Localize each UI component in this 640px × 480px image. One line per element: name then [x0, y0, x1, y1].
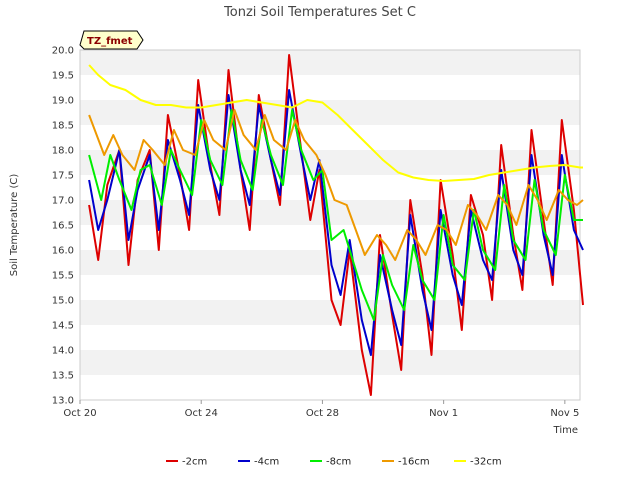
- y-tick-label: 14.0: [52, 346, 74, 357]
- x-tick-label: Oct 28: [306, 408, 339, 419]
- y-tick-label: 16.5: [52, 221, 74, 232]
- source-badge: TZ_fmet: [79, 30, 144, 50]
- series-line-minus-32cm: [88, 64, 583, 182]
- legend-label: -8cm: [326, 457, 351, 468]
- y-tick-label: 19.5: [52, 71, 74, 82]
- legend: -2cm -4cm -8cm -16cm -32cm: [166, 457, 502, 468]
- x-tick-label: Nov 5: [550, 408, 579, 419]
- grid-band: [80, 50, 580, 75]
- grid-band: [80, 75, 580, 100]
- grid-band: [80, 325, 580, 350]
- series-line-minus-16cm: [88, 109, 584, 261]
- y-tick-label: 13.0: [52, 396, 74, 407]
- grid-band: [80, 375, 580, 400]
- y-tick-label: 16.0: [52, 246, 74, 257]
- badge-shape: [79, 30, 144, 50]
- grid-band: [80, 125, 580, 150]
- x-tick-label: Oct 20: [63, 408, 96, 419]
- y-axis-ticks: 13.0 13.5 14.0 14.5 15.0 15.5 16.0 16.5 17.0 17.5…: [52, 46, 74, 407]
- y-tick-label: 14.5: [52, 321, 74, 332]
- legend-label: -4cm: [254, 457, 279, 468]
- y-tick-label: 18.5: [52, 121, 74, 132]
- x-tick-label: Nov 1: [429, 408, 458, 419]
- y-tick-label: 13.5: [52, 371, 74, 382]
- chart-title: Tonzi Soil Temperatures Set C: [223, 5, 416, 20]
- y-axis-label: Soil Temperature (C): [9, 174, 20, 277]
- plot-border: [79, 49, 581, 401]
- y-tick-label: 15.0: [52, 296, 74, 307]
- grid-band: [80, 350, 580, 375]
- y-tick-label: 18.0: [52, 146, 74, 157]
- legend-label: -16cm: [398, 457, 430, 468]
- y-tick-label: 19.0: [52, 96, 74, 107]
- x-tick-label: Oct 24: [185, 408, 218, 419]
- badge-label: TZ_fmet: [87, 36, 133, 47]
- series-line-minus-2cm: [88, 54, 584, 396]
- y-tick-label: 15.5: [52, 271, 74, 282]
- legend-label: -32cm: [470, 457, 502, 468]
- y-tick-label: 20.0: [52, 46, 74, 57]
- legend-label: -2cm: [182, 457, 207, 468]
- y-tick-label: 17.5: [52, 171, 74, 182]
- y-tick-label: 17.0: [52, 196, 74, 207]
- x-axis-label: Time: [553, 425, 578, 436]
- grid-band: [80, 300, 580, 325]
- series-lines: [88, 54, 584, 396]
- x-axis-ticks: Oct 20 Oct 24 Oct 28 Nov 1 Nov 5: [63, 400, 579, 419]
